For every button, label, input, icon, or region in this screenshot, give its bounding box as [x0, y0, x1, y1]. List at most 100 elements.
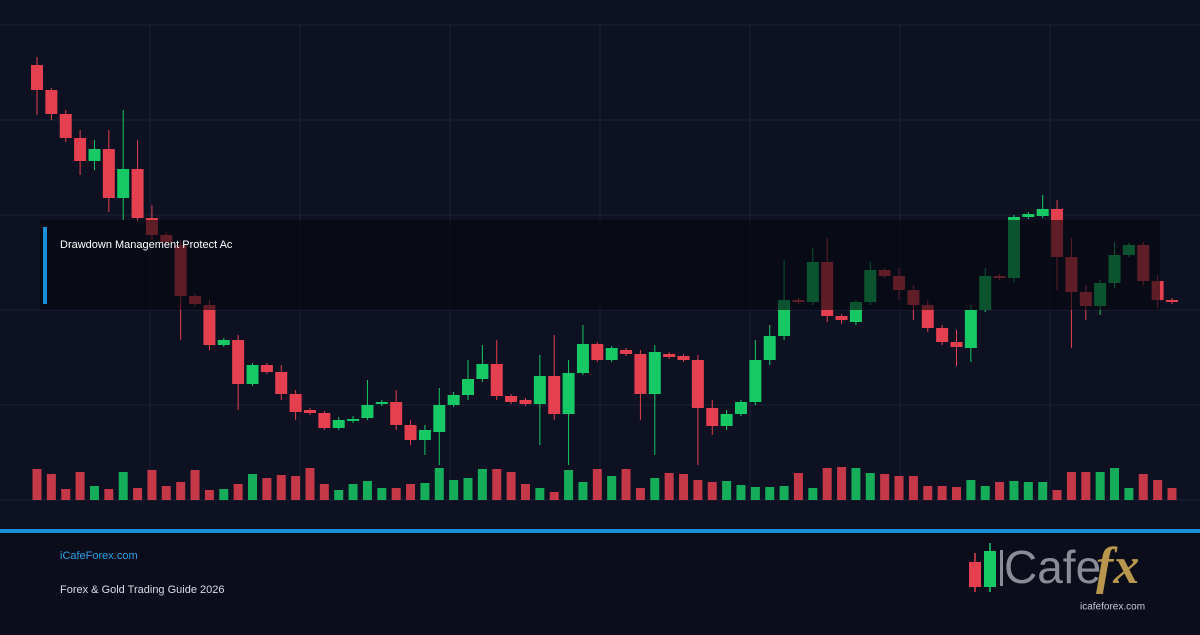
volume-bar — [319, 484, 329, 500]
logo-mark: fx — [1096, 538, 1139, 595]
volume-bar — [32, 469, 42, 500]
volume-bar — [520, 484, 530, 500]
candle-body — [88, 149, 101, 161]
candle-body — [31, 65, 43, 90]
volume-bar — [722, 481, 732, 500]
overlay-label: Drawdown Management Protect Ac — [60, 239, 233, 251]
candle-body — [433, 405, 446, 432]
volume-bar — [1081, 472, 1091, 500]
volume-bar — [779, 486, 789, 500]
volume-bar — [966, 480, 976, 500]
candle-body — [663, 354, 676, 357]
volume-bar — [980, 486, 990, 500]
candle-body — [677, 356, 690, 360]
volume-bar — [276, 475, 286, 500]
candle-body — [289, 394, 302, 412]
candle-body — [275, 372, 288, 394]
volume-bar — [1138, 474, 1148, 500]
volume-bar — [693, 480, 703, 500]
volume-bar — [477, 469, 487, 500]
candle-body — [562, 373, 575, 414]
logo: Cafe fx icafeforex.com — [969, 538, 1145, 613]
volume-bar — [1167, 488, 1177, 500]
volume-bar — [147, 470, 157, 500]
logo-name: Cafe — [1004, 541, 1101, 593]
volume-bar — [1095, 472, 1105, 500]
volume-bar — [894, 476, 904, 500]
candle-body — [950, 342, 963, 347]
volume-bar — [923, 486, 933, 500]
volume-bar — [104, 489, 114, 500]
volume-bar — [1023, 482, 1033, 500]
candle-body — [648, 352, 661, 394]
candle-body — [462, 379, 475, 395]
candle-body — [921, 305, 934, 328]
volume-bar — [621, 469, 631, 500]
candle-body — [203, 305, 216, 345]
volume-bar — [233, 484, 243, 500]
volume-bar — [578, 482, 588, 500]
candle-body — [347, 419, 360, 421]
candle-body — [375, 402, 388, 404]
candle-body — [576, 344, 589, 373]
candle-body — [620, 350, 633, 354]
volume-bar — [61, 489, 71, 500]
volume-bar — [305, 468, 315, 500]
volume-bar — [334, 490, 344, 500]
volume-bar — [492, 469, 502, 500]
candle-body — [246, 365, 259, 384]
volume-bar — [837, 467, 847, 500]
overlay-accent — [43, 227, 47, 304]
candle-body — [418, 430, 431, 440]
footer-subtitle: Forex & Gold Trading Guide 2026 — [60, 584, 224, 596]
volume-bar — [262, 478, 272, 500]
footer-site: iCafeForex.com — [60, 550, 138, 562]
volume-bar — [1066, 472, 1076, 500]
candle-body — [964, 310, 977, 348]
candle-body — [447, 395, 460, 405]
candle-body — [548, 376, 561, 414]
candle-body — [476, 364, 489, 379]
volume-bar — [348, 484, 358, 500]
volume-bar — [190, 470, 200, 500]
candle-body — [605, 348, 618, 360]
volume-bar — [1052, 490, 1062, 500]
candle-body — [936, 328, 949, 342]
volume-bar — [118, 472, 128, 500]
volume-bar — [420, 483, 430, 500]
candle-body — [835, 316, 848, 320]
volume-bar — [951, 487, 961, 500]
logo-candle — [969, 562, 981, 587]
volume-bar — [808, 488, 818, 500]
logo-candle — [984, 551, 996, 587]
volume-bar — [1038, 482, 1048, 500]
volume-bar — [707, 482, 717, 500]
candle-body — [591, 344, 604, 360]
volume-bar — [291, 476, 301, 500]
volume-bar — [46, 474, 56, 500]
volume-bar — [161, 486, 171, 500]
volume-bar — [248, 474, 258, 500]
volume-bar — [406, 484, 416, 500]
candle-body — [763, 336, 776, 360]
volume-bar — [851, 468, 861, 500]
candle-body — [102, 149, 115, 198]
candle-body — [232, 340, 245, 384]
volume-bar — [679, 474, 689, 500]
volume-bar — [219, 489, 229, 500]
candle-body — [519, 400, 532, 404]
candle-body — [634, 354, 647, 394]
candle-body — [691, 360, 704, 408]
candle-body — [361, 405, 374, 418]
volume-bar — [1153, 480, 1163, 500]
volume-bar — [362, 481, 372, 500]
volume-bar — [535, 488, 545, 500]
volume-bar — [463, 478, 473, 500]
volume-bar — [75, 472, 85, 500]
volume-bar — [564, 470, 574, 500]
volume-bar — [937, 486, 947, 500]
candle-body — [74, 138, 87, 161]
candle-body — [749, 360, 762, 402]
volume-bar — [650, 478, 660, 500]
